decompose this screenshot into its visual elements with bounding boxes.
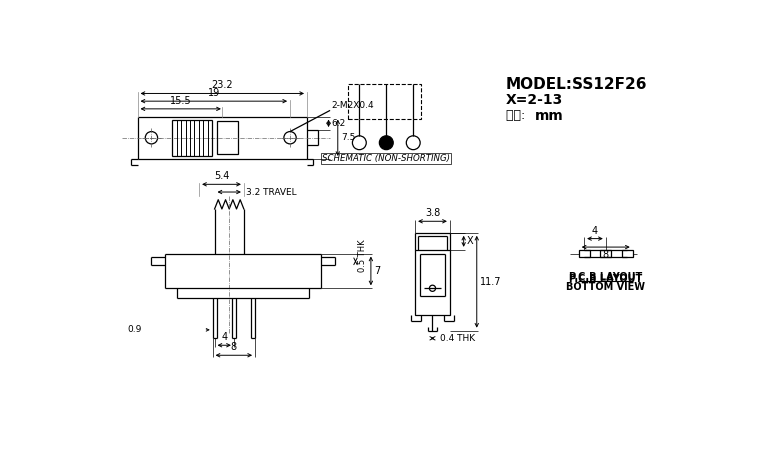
Text: 5.4: 5.4 [214,171,230,181]
Text: 23.2: 23.2 [211,81,233,90]
Text: P.C.B LAYOUT: P.C.B LAYOUT [569,274,643,284]
Text: MODEL:SS12F26: MODEL:SS12F26 [506,76,647,92]
Text: mm: mm [535,109,564,123]
Text: 0.9: 0.9 [128,325,142,334]
Text: 单位:: 单位: [506,109,533,122]
Text: 4: 4 [592,225,598,235]
Text: BOTTOM VIEW: BOTTOM VIEW [566,282,645,292]
Text: 0.4 THK: 0.4 THK [440,334,475,343]
Circle shape [353,136,366,150]
Bar [622,250,633,257]
Text: SCHEMATIC (NON-SHORTING): SCHEMATIC (NON-SHORTING) [322,154,451,164]
Text: X: X [467,236,474,246]
Text: P.C.B LAYOUT: P.C.B LAYOUT [569,273,643,283]
Text: 15.5: 15.5 [170,96,191,106]
Text: 8: 8 [603,250,609,260]
Text: 2-M2X0.4: 2-M2X0.4 [331,101,374,109]
Text: 19: 19 [207,88,220,98]
Text: 0.5 THK: 0.5 THK [358,239,366,272]
Text: 11.7: 11.7 [480,277,501,287]
Text: 3.8: 3.8 [425,208,440,218]
Circle shape [406,136,420,150]
Bar [348,84,421,119]
Bar [415,250,450,315]
Text: 7.5: 7.5 [341,133,355,142]
Text: 3.2 TRAVEL: 3.2 TRAVEL [246,187,297,196]
Circle shape [379,136,393,150]
Bar [217,121,239,154]
Bar [579,250,590,257]
Text: X=2-13: X=2-13 [506,93,563,108]
Text: 8: 8 [231,342,237,352]
Text: 6.2: 6.2 [331,119,346,128]
Text: 4: 4 [221,332,227,342]
Bar [601,250,611,257]
Text: 7: 7 [374,266,380,276]
